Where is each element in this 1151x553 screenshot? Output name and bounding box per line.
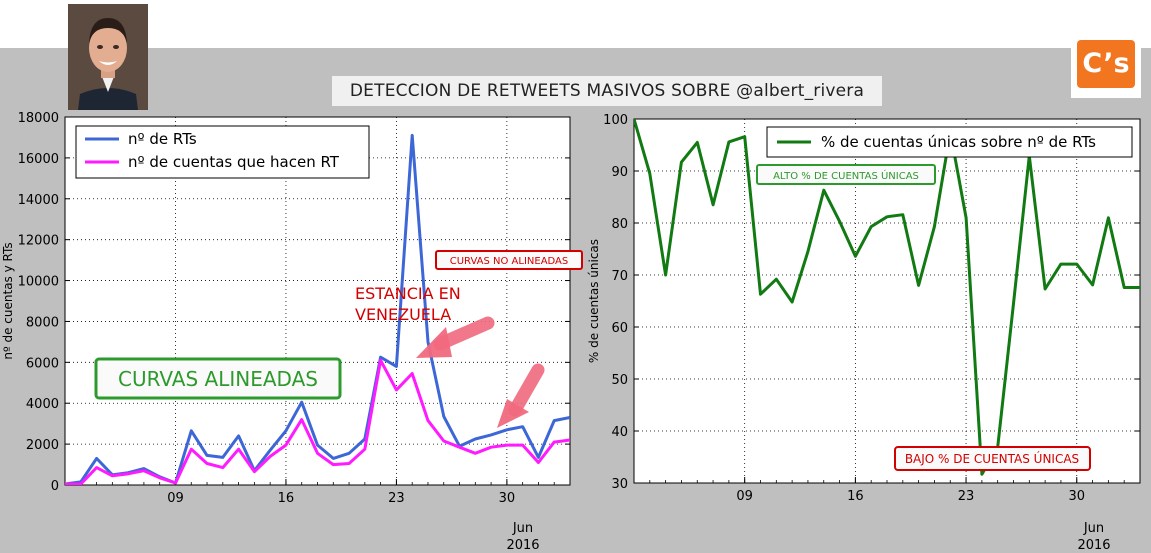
right-gridlines [633, 118, 1141, 484]
legend-label-rts: nº de RTs [128, 130, 197, 148]
series-line-rts [65, 133, 570, 485]
y-tick-label: 60 [611, 321, 628, 336]
legend-label-accounts: nº de cuentas que hacen RT [128, 153, 340, 171]
y-tick-label: 6000 [26, 356, 59, 371]
annotation-alto: ALTO % DE CUENTAS ÚNICAS [756, 164, 936, 185]
high-box [756, 164, 936, 185]
portrait-photo-icon [68, 4, 148, 110]
y-tick-label: 16000 [18, 152, 59, 167]
left-x-ticks: 09 16 23 30 [167, 491, 515, 506]
left-chart: 0 2000 4000 6000 8000 10000 12000 14000 16000 180… [1, 111, 583, 553]
venezuela-line-1: ESTANCIA EN [355, 284, 461, 303]
y-tick-label: 4000 [26, 397, 59, 412]
low-label: BAJO % DE CUENTAS ÚNICAS [905, 451, 1079, 466]
x-tick-label: 30 [1068, 489, 1085, 504]
right-legend-box [766, 126, 1133, 158]
party-logo: C’s [1071, 34, 1141, 98]
header-band [0, 0, 1151, 48]
arrow-not-aligned [497, 363, 545, 428]
y-tick-label: 8000 [26, 315, 59, 330]
y-tick-label: 100 [603, 113, 628, 128]
x-tick-label: 16 [847, 489, 864, 504]
venezuela-line-2: VENEZUELA [355, 305, 451, 324]
y-tick-label: 18000 [18, 111, 59, 126]
x-tick-label: 09 [736, 489, 753, 504]
aligned-label: CURVAS ALINEADAS [118, 367, 318, 391]
y-tick-label: 70 [611, 269, 628, 284]
right-year-label: 2016 [1077, 538, 1110, 553]
left-year-label: 2016 [506, 538, 539, 553]
portrait-photo [68, 4, 148, 110]
low-box [894, 446, 1091, 471]
x-tick-label: 09 [167, 491, 184, 506]
y-tick-label: 2000 [26, 438, 59, 453]
right-x-ticks: 09 16 23 30 [736, 489, 1085, 504]
left-month-label: Jun [512, 521, 533, 536]
right-chart: 30 40 50 60 70 80 90 100 09 16 23 30 % de cuentas … [587, 113, 1141, 553]
x-tick-label: 30 [499, 491, 516, 506]
x-tick-label: 23 [958, 489, 975, 504]
x-tick-label: 16 [278, 491, 295, 506]
right-month-label: Jun [1083, 521, 1104, 536]
series-line-accounts [65, 358, 570, 485]
right-y-axis-label: % de cuentas únicas [587, 239, 601, 363]
annotation-curvas-no-alineadas: CURVAS NO ALINEADAS [435, 250, 583, 270]
y-tick-label: 14000 [18, 193, 59, 208]
y-tick-label: 40 [611, 425, 628, 440]
logo-text: C’s [1077, 40, 1135, 88]
x-tick-label: 23 [388, 491, 405, 506]
page-title: DETECCION DE RETWEETS MASIVOS SOBRE @alb… [332, 76, 882, 106]
right-legend: % de cuentas únicas sobre nº de RTs [766, 126, 1133, 158]
legend-label-unique-pct: % de cuentas únicas sobre nº de RTs [821, 133, 1096, 151]
y-tick-label: 50 [611, 373, 628, 388]
y-tick-label: 10000 [18, 275, 59, 290]
not-aligned-label: CURVAS NO ALINEADAS [450, 256, 569, 267]
y-tick-label: 80 [611, 217, 628, 232]
aligned-box [94, 357, 342, 400]
left-y-ticks: 0 2000 4000 6000 8000 10000 12000 14000 16000 180… [18, 111, 59, 494]
annotation-bajo: BAJO % DE CUENTAS ÚNICAS [894, 446, 1091, 471]
left-legend: nº de RTs nº de cuentas que hacen RT [75, 125, 370, 179]
right-y-ticks: 30 40 50 60 70 80 90 100 [603, 113, 628, 492]
y-tick-label: 30 [611, 477, 628, 492]
high-label: ALTO % DE CUENTAS ÚNICAS [773, 169, 919, 182]
y-tick-label: 0 [51, 479, 59, 494]
left-legend-box [75, 125, 370, 179]
arrow-venezuela [416, 316, 495, 358]
not-aligned-box [435, 250, 583, 270]
y-tick-label: 90 [611, 165, 628, 180]
left-y-axis-label: nº de cuentas y RTs [1, 242, 15, 359]
annotation-curvas-alineadas: CURVAS ALINEADAS [94, 357, 342, 400]
series-line-unique-pct [634, 119, 1140, 476]
y-tick-label: 12000 [18, 234, 59, 249]
annotation-venezuela: ESTANCIA EN VENEZUELA [355, 284, 461, 324]
